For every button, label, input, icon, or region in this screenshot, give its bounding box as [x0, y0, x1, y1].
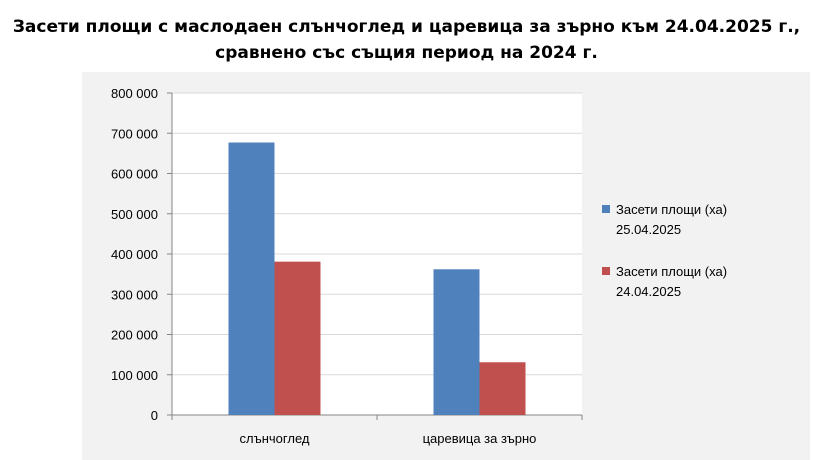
y-tick-label-8: 800 000 — [111, 86, 158, 101]
bar-series-2-0 — [274, 261, 321, 415]
chart-title-line2: сравнено със същия период на 2024 г. — [215, 43, 598, 63]
y-tick-label-1: 100 000 — [111, 368, 158, 383]
legend-item-series-2: Засети площи (ха) 24.04.2025 — [598, 262, 798, 302]
legend-item-series-1: Засети площи (ха) 25.04.2025 — [598, 200, 798, 240]
x-category-label-0: слънчоглед — [240, 431, 310, 446]
y-tick-label-7: 700 000 — [111, 126, 158, 141]
legend-label-series-2-line1: Засети площи (ха) — [616, 264, 728, 279]
legend-swatch-series-2 — [602, 267, 610, 275]
legend-label-series-1-line1: Засети площи (ха) — [616, 202, 728, 217]
y-tick-label-6: 600 000 — [111, 167, 158, 182]
axis-labels: 0 100 000 200 000 300 000 400 000 500 000 600 … — [111, 86, 536, 446]
bar-series-1-0 — [228, 142, 275, 415]
y-tick-label-5: 500 000 — [111, 207, 158, 222]
y-tick-label-3: 300 000 — [111, 287, 158, 302]
bar-series-2-1 — [479, 362, 526, 415]
x-category-label-1: царевица за зърно — [423, 431, 537, 446]
y-tick-label-4: 400 000 — [111, 247, 158, 262]
legend-swatch-series-1 — [602, 205, 610, 213]
bar-series-1-1 — [433, 269, 480, 415]
legend-label-series-2-line2: 24.04.2025 — [616, 284, 682, 299]
y-tick-label-2: 200 000 — [111, 328, 158, 343]
y-tick-label-0: 0 — [151, 408, 158, 423]
legend-label-series-1-line2: 25.04.2025 — [616, 222, 682, 237]
chart-title-line1: Засети площи с маслодаен слънчоглед и ца… — [12, 17, 801, 37]
chart-title: Засети площи с маслодаен слънчоглед и ца… — [0, 14, 813, 66]
legend: Засети площи (ха) 25.04.2025 Засети площ… — [598, 200, 798, 324]
bars — [228, 142, 526, 415]
